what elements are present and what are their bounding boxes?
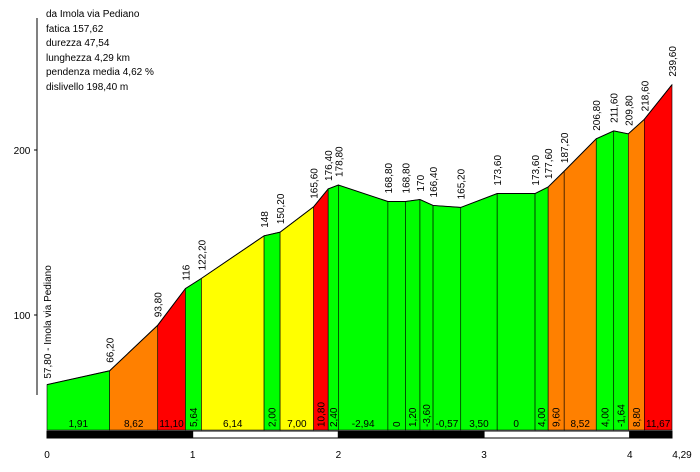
profile-segment-14 [460,193,498,431]
profile-segment-15 [496,193,536,431]
segment-grade-label-1: 8,62 [124,419,144,430]
segment-grade-label-7: 10,80 [316,402,327,427]
profile-segment-4 [201,235,265,431]
profile-segment-13 [432,205,462,431]
segment-grade-label-2: 11,10 [159,419,184,430]
profile-segment-12 [419,199,434,431]
profile-segment-18 [563,138,597,431]
segment-grade-label-8: 2,40 [329,407,340,427]
altitude-label-13: 166,40 [429,166,440,197]
segment-grade-label-9: -2,94 [352,419,375,430]
segment-grade-label-6: 7,00 [287,419,307,430]
segment-grade-label-18: 8,52 [570,419,590,430]
altitude-label-6: 150,20 [276,193,287,224]
x-tick-label-1: 1 [190,450,196,461]
segment-grade-label-3: 5,64 [189,407,200,427]
profile-segment-17 [547,170,565,431]
route-name: da Imola via Pediano [46,9,140,20]
profile-segment-10 [387,201,406,431]
altitude-label-16: 173,60 [531,155,542,186]
altitude-label-19: 206,80 [592,100,603,131]
altitude-label-4: 122,20 [197,239,208,270]
route-hardness: durezza 47,54 [46,38,110,50]
altitude-label-3: 116 [181,264,192,280]
profile-segment-19 [595,130,615,431]
segment-grade-label-22: 11,67 [646,419,671,430]
route-elevation-gain: dislivello 198,40 m [46,81,129,93]
x-end-label: 4,29 [672,450,692,461]
altitude-label-15: 173,60 [493,155,504,186]
altitude-label-22: 218,60 [640,80,651,111]
profile-segment-7 [313,188,329,431]
segment-grade-label-16: 4,00 [537,407,548,427]
altitude-label-10: 168,80 [384,162,395,193]
km-bar-block-3 [483,430,631,439]
profile-segment-22 [644,83,673,431]
km-bar-block-4 [629,430,673,439]
altitude-label-7: 165,60 [310,168,321,199]
km-bar-block-0 [46,430,194,439]
segment-grade-label-5: 2,00 [268,407,279,427]
segment-grade-label-14: 3,50 [469,419,489,430]
route-avg-grade: pendenza media 4,62 % [46,67,154,79]
altitude-label-1: 66,20 [106,337,117,362]
altitude-label-11: 168,80 [401,162,412,193]
profile-segment-11 [405,199,421,431]
segment-grade-label-13: -0,57 [436,419,459,430]
segment-grade-label-15: 0 [513,419,519,430]
x-tick-label-2: 2 [336,450,342,461]
profile-outline [46,84,673,386]
profile-segment-8 [327,184,339,431]
km-bar-block-1 [192,430,339,439]
altitude-label-17: 177,60 [544,148,555,179]
route-fatigue: fatica 157,62 [46,23,104,35]
altitude-label-9: 178,80 [334,146,345,177]
segment-grade-label-17: 9,60 [552,407,563,427]
profile-segment-21 [627,118,645,431]
altitude-label-21: 209,80 [624,95,635,126]
y-tick-label-0: 100 [14,311,31,322]
altitude-label-8: 176,40 [324,150,335,181]
route-info-block: da Imola via Pediano fatica 157,62 durez… [46,8,154,96]
altitude-label-18: 187,20 [560,132,571,163]
y-tick-label-1: 200 [14,146,31,157]
segment-grade-label-11: 1,20 [408,407,419,427]
profile-segment-3 [185,277,202,431]
x-tick-label-3: 3 [481,450,487,461]
km-bar-block-2 [337,430,485,439]
segment-grade-label-19: 4,00 [600,407,611,427]
segment-grade-label-4: 6,14 [223,419,243,430]
segment-grade-label-21: 8,80 [632,407,643,427]
altitude-label-2: 93,80 [154,292,165,317]
segment-grade-label-0: 1,91 [69,419,89,430]
x-tick-label-4: 4 [627,450,633,461]
altitude-label-12: 170 [416,174,427,191]
segment-grade-label-10: 0 [392,421,403,427]
profile-segment-16 [534,186,549,431]
segment-grade-label-12: -3,60 [422,404,433,427]
x-tick-label-0: 0 [44,450,50,461]
profile-segment-5 [263,231,281,431]
altitude-label-5: 148 [260,211,271,228]
segment-grade-label-20: -1,64 [617,404,628,427]
profile-segment-20 [613,130,629,431]
altitude-label-23: 239,60 [668,46,679,77]
altitude-label-14: 165,20 [457,168,468,199]
altitude-label-20: 211,60 [610,93,621,123]
profile-segment-6 [279,206,314,431]
profile-segment-1 [109,324,159,431]
start-label: 57,80 - Imola via Pediano [43,265,54,379]
route-length: lunghezza 4,29 km [46,52,130,64]
profile-segment-9 [338,184,389,431]
